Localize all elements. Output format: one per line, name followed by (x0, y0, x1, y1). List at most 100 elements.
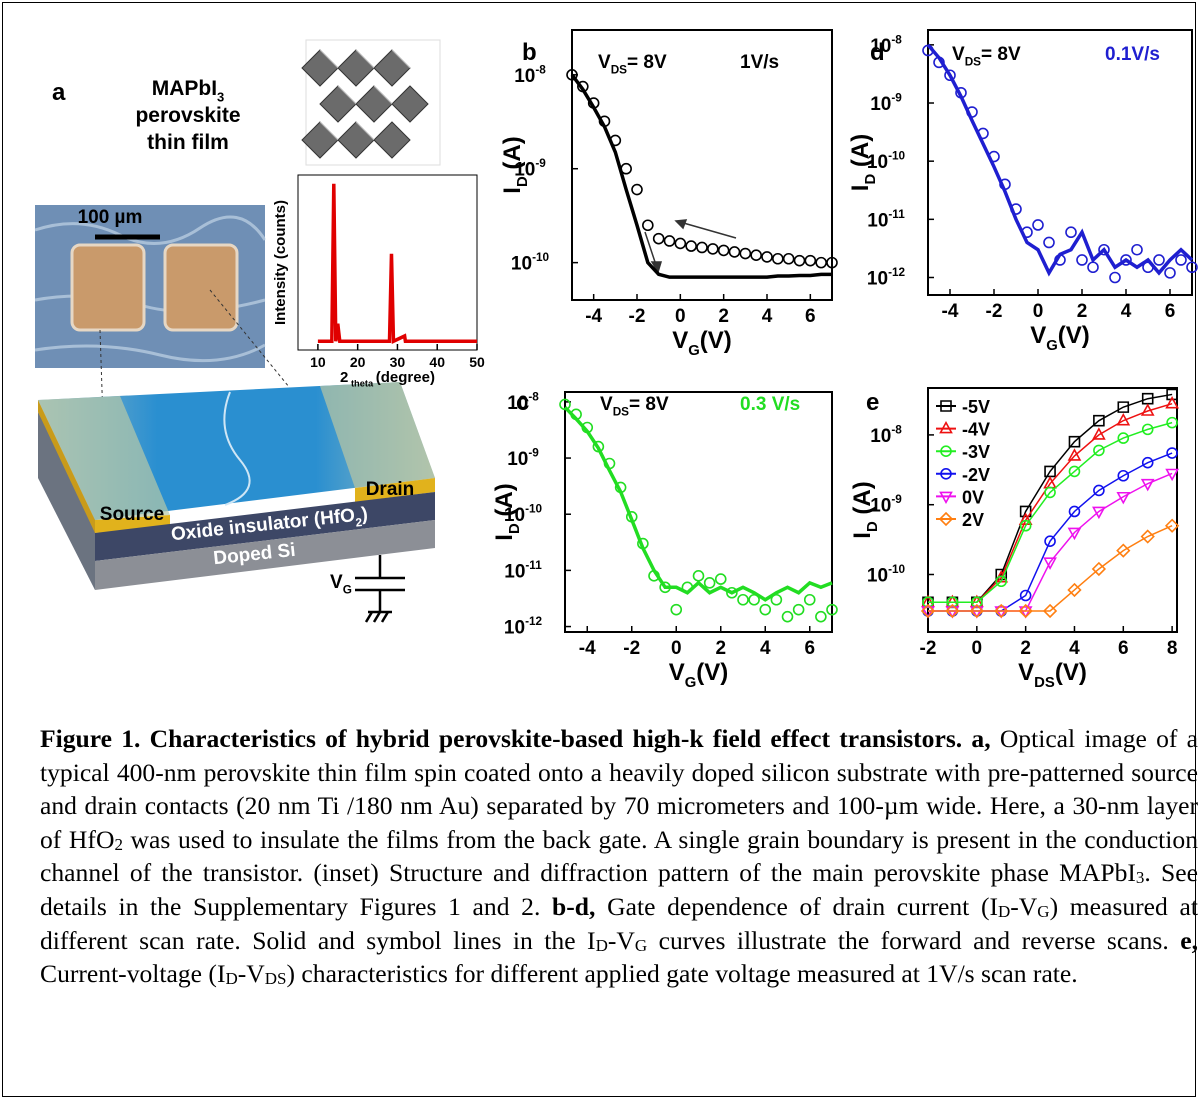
marker (592, 440, 605, 453)
x-tick-label: 0 (675, 306, 686, 327)
marker (966, 106, 978, 118)
x-tick-label: 6 (805, 306, 816, 327)
marker (631, 183, 643, 196)
y-tick-label: 10-11 (867, 208, 905, 232)
caption-text: D (998, 901, 1011, 921)
marker (1142, 261, 1154, 274)
marker (750, 249, 762, 261)
marker (1166, 447, 1178, 459)
scan-arrows (644, 219, 737, 274)
x-tick-label: 30 (390, 354, 406, 370)
gate-symbol (355, 555, 405, 623)
marker (1067, 582, 1082, 598)
marker (1044, 535, 1056, 547)
caption-text: ) measured at different scan rate. Solid… (40, 891, 1198, 955)
caption-text: -V (607, 925, 635, 955)
caption-text: Optical image of a typical 400-nm perovs… (40, 724, 1198, 854)
marker (761, 251, 773, 263)
caption-text: -V (237, 959, 265, 989)
marker (637, 537, 649, 550)
plot-frame (927, 29, 1193, 296)
panel-label: b (522, 39, 537, 66)
marker (815, 610, 827, 623)
marker (737, 593, 749, 606)
y-tick-label: 10-8 (870, 423, 902, 447)
marker (945, 603, 960, 619)
caption-text: 3 (1135, 868, 1145, 888)
plot-frame (927, 387, 1178, 633)
marker (659, 581, 671, 594)
scale-bar-label: 100 µm (78, 207, 143, 228)
marker (696, 241, 708, 254)
x-tick-label: 50 (469, 354, 485, 370)
marker (1092, 506, 1106, 520)
series-line (570, 73, 832, 279)
marker (1010, 203, 1022, 215)
marker (1116, 413, 1131, 426)
x-tick-label: 0 (671, 638, 682, 659)
marker (781, 610, 794, 623)
marker (1076, 254, 1088, 266)
marker (609, 134, 622, 147)
marker (1042, 603, 1058, 619)
plot-frame (571, 29, 833, 301)
marker (652, 232, 665, 245)
marker (1093, 484, 1105, 497)
marker (1186, 261, 1198, 274)
y-axis-label: ID (A) (491, 483, 523, 540)
marker (999, 178, 1011, 191)
marker (1140, 478, 1155, 492)
marker (759, 603, 772, 616)
y-tick-label: 10-12 (504, 615, 543, 639)
marker (1092, 427, 1106, 440)
figure: a MAPbI3 perovskite thin film 100 µm (34, 29, 1198, 691)
x-tick-label: 8 (1167, 638, 1178, 659)
marker (642, 219, 654, 232)
marker (969, 606, 984, 619)
marker (614, 481, 627, 494)
film-title: MAPbI3 (152, 77, 225, 104)
y-tick-label: 10-12 (867, 266, 906, 290)
marker (1153, 254, 1165, 266)
marker (1018, 512, 1033, 525)
x-tick-label: 20 (350, 354, 366, 370)
marker (1019, 589, 1032, 602)
annotation: 0.3 V/s (740, 394, 800, 415)
legend-label: 0V (962, 487, 984, 507)
marker (1141, 456, 1154, 469)
marker (1067, 448, 1082, 461)
x-tick-label: 2 (1077, 301, 1088, 322)
source-label: Source (100, 504, 164, 525)
y-tick-label: 10-10 (511, 251, 550, 275)
series-line (317, 183, 477, 344)
x-tick-label: 10 (310, 354, 326, 370)
marker (717, 244, 730, 257)
drain-label: Drain (366, 479, 415, 500)
marker (1068, 505, 1081, 518)
x-tick-label: 6 (804, 638, 815, 659)
marker (1141, 423, 1154, 436)
x-tick-label: -4 (942, 301, 959, 322)
marker (1054, 254, 1066, 266)
marker (995, 575, 1008, 588)
marker (933, 56, 945, 69)
marker (1032, 219, 1044, 231)
marker (1018, 606, 1033, 619)
y-tick-label: 10-9 (514, 157, 546, 181)
y-tick-label: 10-8 (870, 33, 902, 57)
marker (1166, 416, 1178, 429)
marker (940, 467, 952, 480)
caption-text: DS (264, 969, 287, 989)
marker (826, 603, 838, 616)
marker (1141, 392, 1154, 405)
panel-label: a (52, 79, 66, 106)
panel-a: a MAPbI3 perovskite thin film 100 µm (34, 39, 441, 623)
marker (940, 445, 952, 458)
marker (1116, 491, 1131, 505)
marker (1164, 518, 1180, 533)
caption-text: curves illustrate the forward and revers… (647, 925, 1181, 955)
series-line (926, 43, 1194, 277)
caption-text: e, (1180, 925, 1198, 955)
marker (739, 247, 752, 260)
